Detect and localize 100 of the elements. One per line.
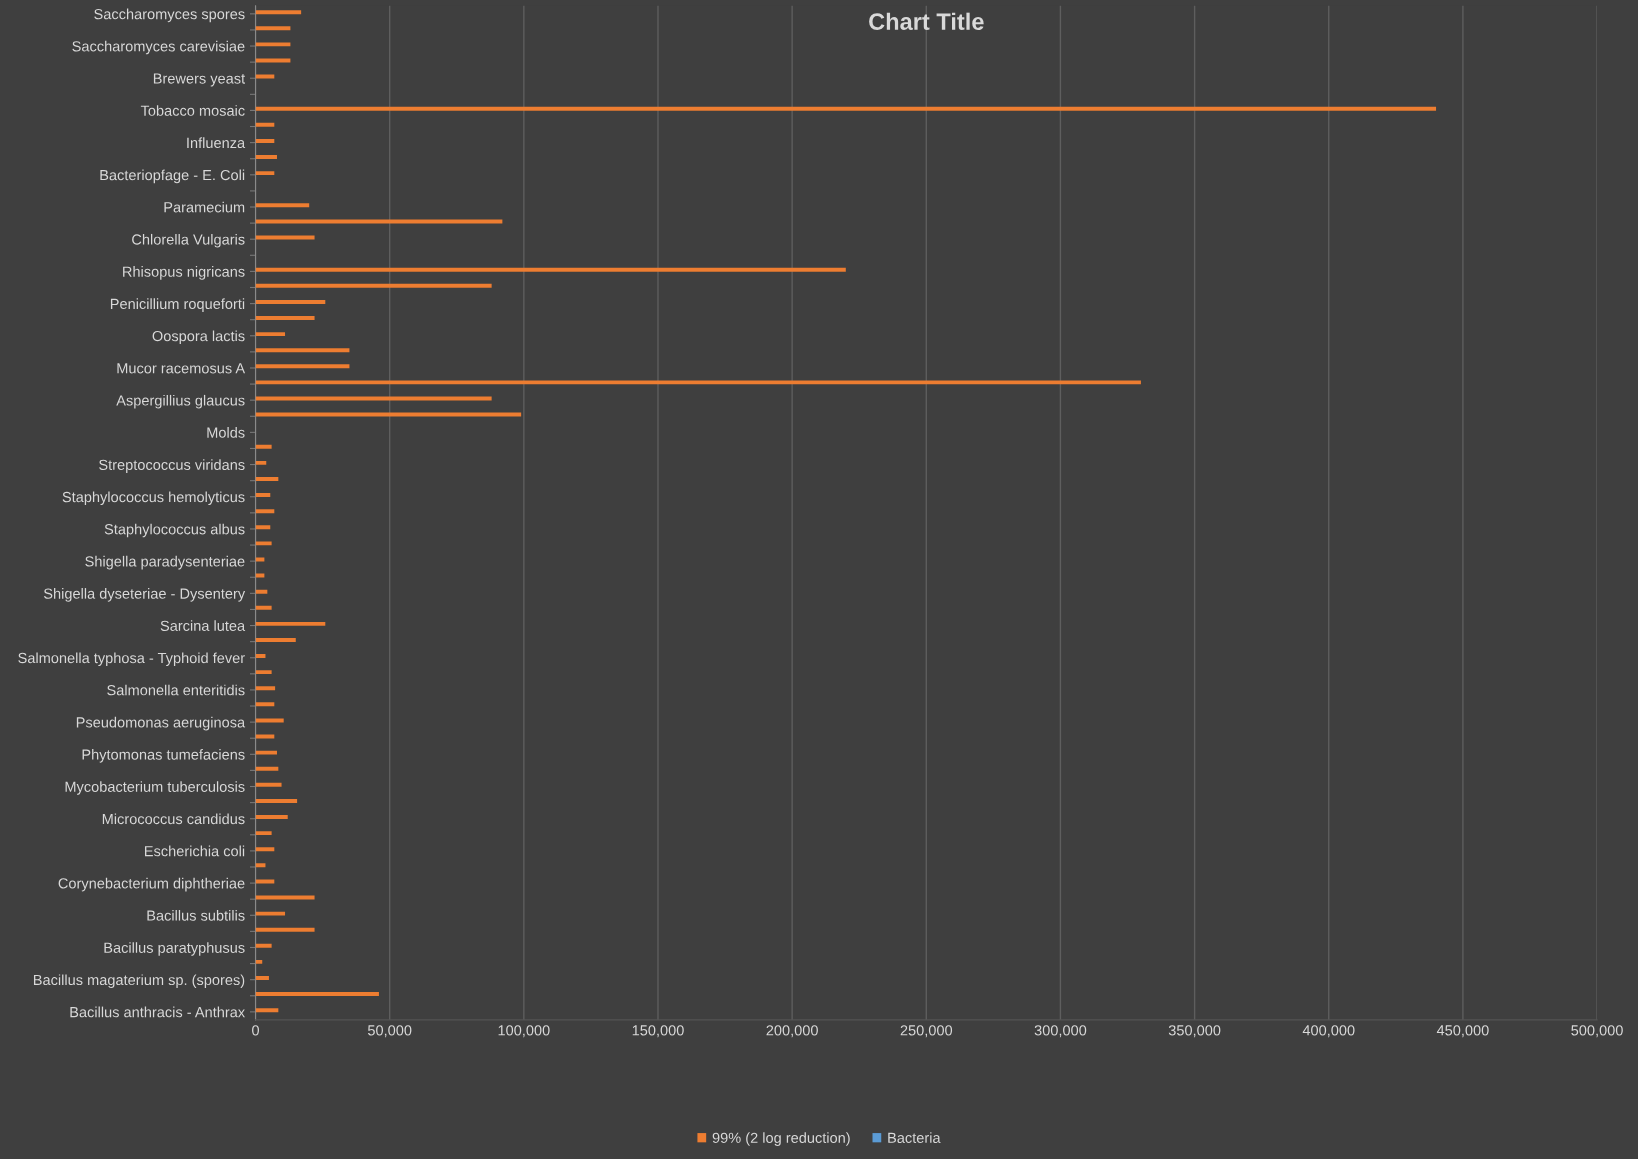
y-tick-label: Bacillus paratyphusus: [104, 942, 245, 956]
y-tick-label: Saccharomyces spores: [94, 8, 245, 23]
bar: [255, 670, 272, 675]
bar: [255, 654, 266, 659]
bar: [255, 927, 315, 932]
y-tick-label: Saccharomyces carevisiae: [72, 40, 245, 55]
bar: [255, 541, 272, 546]
y-tick-label: Streptococcus viridans: [99, 459, 245, 473]
bar: [255, 171, 275, 176]
y-tick-label: Rhisopus nigricans: [123, 266, 245, 280]
y-tick-label: Tobacco mosaic: [140, 105, 245, 116]
bar: [255, 58, 291, 63]
bar: [255, 750, 277, 755]
y-tick-label: Bacillus subtilis: [147, 910, 245, 921]
x-tick-label: 50,000: [367, 1025, 412, 1038]
y-tick-label: Bacteriopfage - E. Coli: [100, 169, 245, 184]
bar: [255, 1008, 279, 1013]
bar: [255, 766, 279, 771]
x-tick-label: 350,000: [1168, 1025, 1221, 1038]
y-tick-label: Chlorella Vulgaris: [132, 233, 245, 248]
bar: [255, 74, 275, 79]
y-tick-label: Oospora lactis: [152, 330, 245, 345]
bar: [255, 621, 326, 626]
bar: [255, 348, 350, 353]
x-tick-label: 0: [252, 1025, 260, 1036]
y-tick-label: Bacillus anthracis - Anthrax: [70, 1006, 245, 1018]
bar: [255, 702, 275, 707]
y-tick-label: Mycobacterium tuberculosis: [65, 781, 245, 795]
bar: [255, 26, 291, 31]
y-tick-label: Paramecium: [164, 201, 245, 213]
x-tick-label: 300,000: [1034, 1025, 1087, 1038]
y-tick-label: Phytomonas tumefaciens: [82, 749, 245, 763]
bar: [255, 42, 291, 47]
bar: [255, 267, 846, 272]
bar: [255, 460, 267, 465]
bar: [255, 380, 1141, 385]
bar: [255, 734, 275, 739]
bar: [255, 138, 275, 143]
x-tick-label: 250,000: [900, 1025, 953, 1038]
x-tick-label: 400,000: [1302, 1025, 1355, 1038]
x-tick-label: 100,000: [498, 1025, 550, 1038]
y-tick-label: Salmonella typhosa - Typhoid fever: [18, 652, 245, 667]
bar: [255, 364, 350, 369]
bar: [255, 686, 276, 691]
bar: [255, 493, 271, 498]
bar: [255, 589, 268, 594]
y-tick-label: Penicillium roqueforti: [110, 298, 245, 312]
y-tick-label: Influenza: [187, 137, 246, 149]
x-tick-label: 500,000: [1571, 1025, 1623, 1038]
bar: [255, 798, 298, 803]
bar: [255, 444, 272, 449]
y-tick-label: Micrococcus candidus: [102, 813, 245, 825]
bar: [255, 637, 296, 642]
y-tick-label: Escherichia coli: [145, 845, 245, 857]
bar: [255, 299, 326, 304]
bar: [255, 943, 272, 948]
y-tick-label: Brewers yeast: [153, 73, 246, 87]
y-tick-label: Pseudomonas aeruginosa: [76, 716, 246, 731]
bar: [255, 879, 275, 884]
bar: [255, 332, 286, 337]
bar: [255, 477, 279, 481]
y-tick-label: Shigella paradysenteriae: [85, 555, 245, 570]
y-tick-label: Corynebacterium diphtheriae: [58, 877, 245, 892]
bar: [255, 815, 288, 819]
legend-label: Bacteria: [888, 1132, 941, 1143]
x-tick-label: 200,000: [766, 1025, 818, 1038]
bar: [255, 283, 492, 288]
bar: [255, 847, 275, 852]
y-tick-label: Shigella dyseteriae - Dysentery: [43, 588, 246, 602]
y-tick-label: Bacillus magaterium sp. (spores): [33, 974, 245, 988]
bar: [255, 782, 282, 787]
y-tick-label: Mucor racemosus A: [117, 363, 246, 374]
bar: [255, 831, 272, 836]
y-tick-label: Molds: [207, 427, 245, 438]
bar: [255, 412, 522, 417]
x-tick-label: 150,000: [632, 1025, 684, 1038]
bar: [255, 509, 275, 514]
bar: [255, 10, 302, 15]
bar: [255, 605, 272, 610]
bar: [255, 525, 271, 530]
bar: [255, 155, 277, 159]
bar: [255, 992, 379, 997]
x-tick-label: 450,000: [1436, 1025, 1489, 1038]
y-tick-label: Staphylococcus hemolyticus: [62, 491, 245, 506]
bar: [255, 959, 263, 964]
bar: [255, 911, 286, 916]
y-tick-label: Salmonella enteritidis: [107, 684, 245, 696]
bar: [255, 219, 503, 224]
bar: [255, 863, 266, 868]
bar: [255, 557, 265, 562]
bar: [255, 203, 310, 208]
bar: [255, 573, 265, 578]
legend-label: 99% (2 log reduction): [712, 1132, 850, 1146]
chart-title: Chart Title: [869, 12, 984, 31]
bar: [255, 106, 1437, 111]
bar: [255, 976, 269, 980]
y-tick-label: Aspergillius glaucus: [116, 394, 245, 409]
bar: [255, 718, 284, 723]
bar: [255, 316, 315, 320]
y-tick-label: Staphylococcus albus: [104, 523, 245, 538]
